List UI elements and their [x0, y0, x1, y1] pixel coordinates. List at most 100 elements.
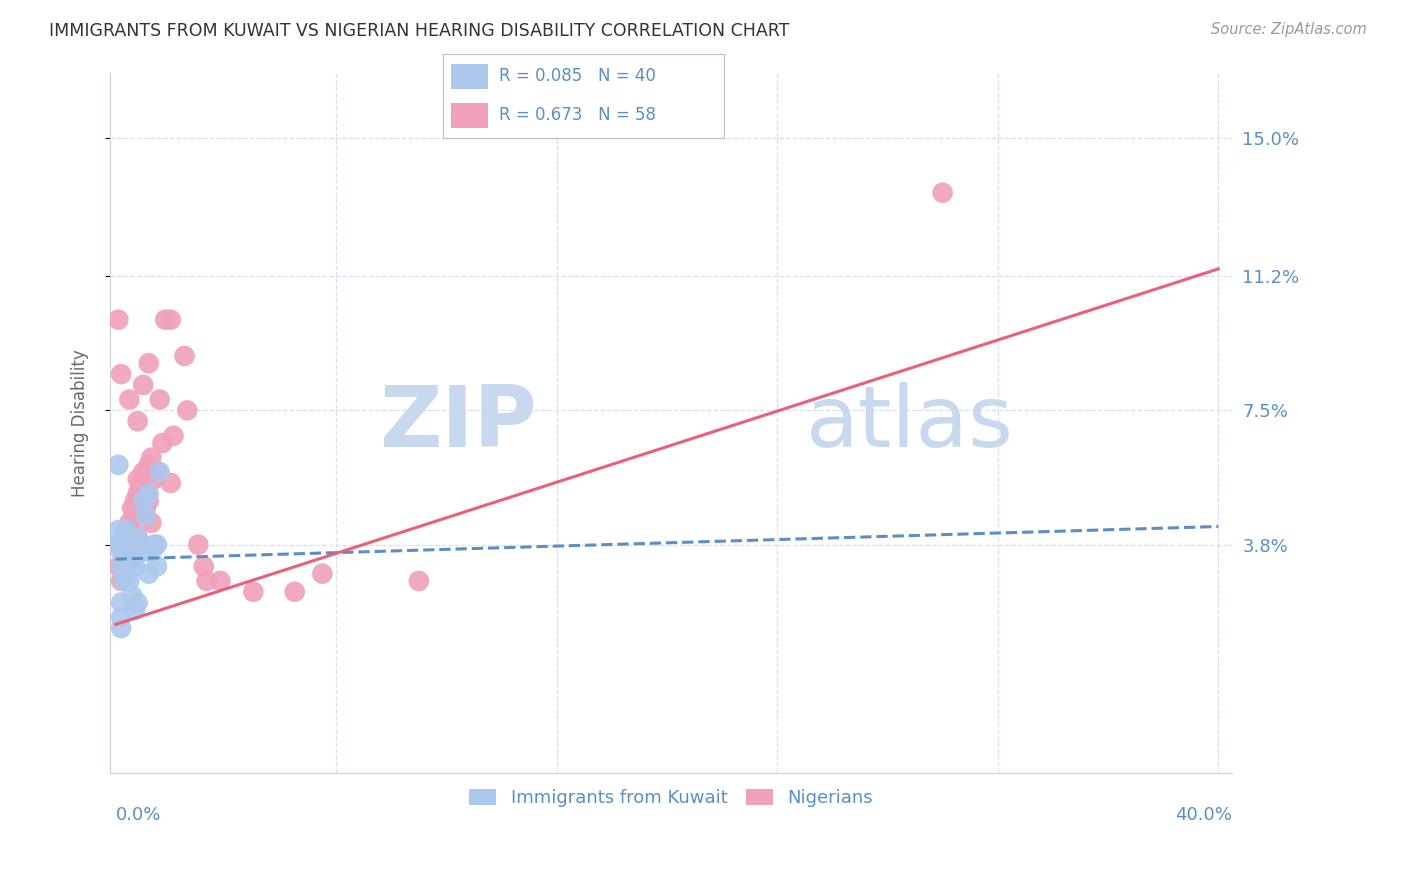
Point [110, 367, 132, 381]
Point [124, 559, 146, 574]
Point [135, 487, 157, 501]
Point [115, 523, 138, 537]
Point [115, 552, 138, 566]
Point [193, 559, 215, 574]
Point [132, 494, 155, 508]
Point [146, 559, 169, 574]
Point [112, 549, 135, 563]
Point [118, 545, 141, 559]
Point [118, 545, 141, 559]
Point [118, 574, 141, 588]
Text: Source: ZipAtlas.com: Source: ZipAtlas.com [1211, 22, 1367, 37]
Point [931, 186, 953, 200]
Point [132, 378, 155, 392]
Point [176, 403, 198, 417]
Point [115, 559, 138, 574]
Text: IMMIGRANTS FROM KUWAIT VS NIGERIAN HEARING DISABILITY CORRELATION CHART: IMMIGRANTS FROM KUWAIT VS NIGERIAN HEARI… [49, 22, 790, 40]
Point [138, 356, 160, 370]
Point [141, 516, 163, 530]
Point [173, 349, 195, 363]
Point [143, 472, 166, 486]
Legend: Immigrants from Kuwait, Nigerians: Immigrants from Kuwait, Nigerians [463, 782, 880, 814]
Point [124, 494, 146, 508]
Point [146, 465, 169, 479]
Point [110, 559, 132, 574]
Point [152, 436, 174, 450]
Point [127, 530, 149, 544]
Point [121, 541, 143, 556]
Point [115, 566, 138, 581]
Point [118, 392, 141, 407]
Point [311, 566, 333, 581]
Point [132, 494, 155, 508]
Point [121, 589, 143, 603]
Point [115, 523, 138, 537]
Point [110, 610, 132, 624]
Point [149, 465, 172, 479]
Point [124, 508, 146, 523]
Point [121, 552, 143, 566]
Point [209, 574, 232, 588]
Point [149, 392, 172, 407]
Point [132, 545, 155, 559]
Point [107, 559, 129, 574]
Point [107, 523, 129, 537]
Bar [451, 103, 488, 128]
Point [110, 621, 132, 635]
Point [118, 538, 141, 552]
Point [110, 545, 132, 559]
Point [110, 538, 132, 552]
Point [138, 458, 160, 472]
Point [242, 584, 264, 599]
Point [162, 429, 184, 443]
Point [138, 494, 160, 508]
Point [127, 414, 149, 428]
Text: 40.0%: 40.0% [1175, 806, 1232, 824]
Point [127, 545, 149, 559]
Point [135, 508, 157, 523]
Point [138, 487, 160, 501]
Point [138, 566, 160, 581]
Point [159, 475, 181, 490]
Point [112, 566, 135, 581]
Point [127, 487, 149, 501]
Point [187, 538, 209, 552]
Point [118, 530, 141, 544]
Text: ZIP: ZIP [378, 382, 537, 465]
Point [135, 501, 157, 516]
Point [141, 545, 163, 559]
Bar [451, 63, 488, 89]
Point [124, 538, 146, 552]
Point [107, 312, 129, 326]
Point [107, 538, 129, 552]
Point [124, 538, 146, 552]
Y-axis label: Hearing Disability: Hearing Disability [72, 350, 89, 497]
Point [121, 523, 143, 537]
Point [127, 530, 149, 544]
Point [112, 552, 135, 566]
Point [121, 501, 143, 516]
Text: R = 0.085   N = 40: R = 0.085 N = 40 [499, 68, 657, 86]
Point [143, 538, 166, 552]
Point [112, 530, 135, 544]
Point [195, 574, 218, 588]
Point [159, 312, 181, 326]
Point [132, 465, 155, 479]
Point [124, 603, 146, 617]
Point [115, 538, 138, 552]
Point [129, 480, 152, 494]
Point [112, 538, 135, 552]
Point [112, 545, 135, 559]
Text: 0.0%: 0.0% [115, 806, 160, 824]
Text: R = 0.673   N = 58: R = 0.673 N = 58 [499, 106, 657, 124]
Point [110, 574, 132, 588]
Point [129, 501, 152, 516]
Point [155, 312, 177, 326]
Point [127, 596, 149, 610]
Text: atlas: atlas [806, 382, 1014, 465]
Point [141, 450, 163, 465]
Point [110, 538, 132, 552]
Point [112, 574, 135, 588]
Point [121, 552, 143, 566]
Point [129, 538, 152, 552]
